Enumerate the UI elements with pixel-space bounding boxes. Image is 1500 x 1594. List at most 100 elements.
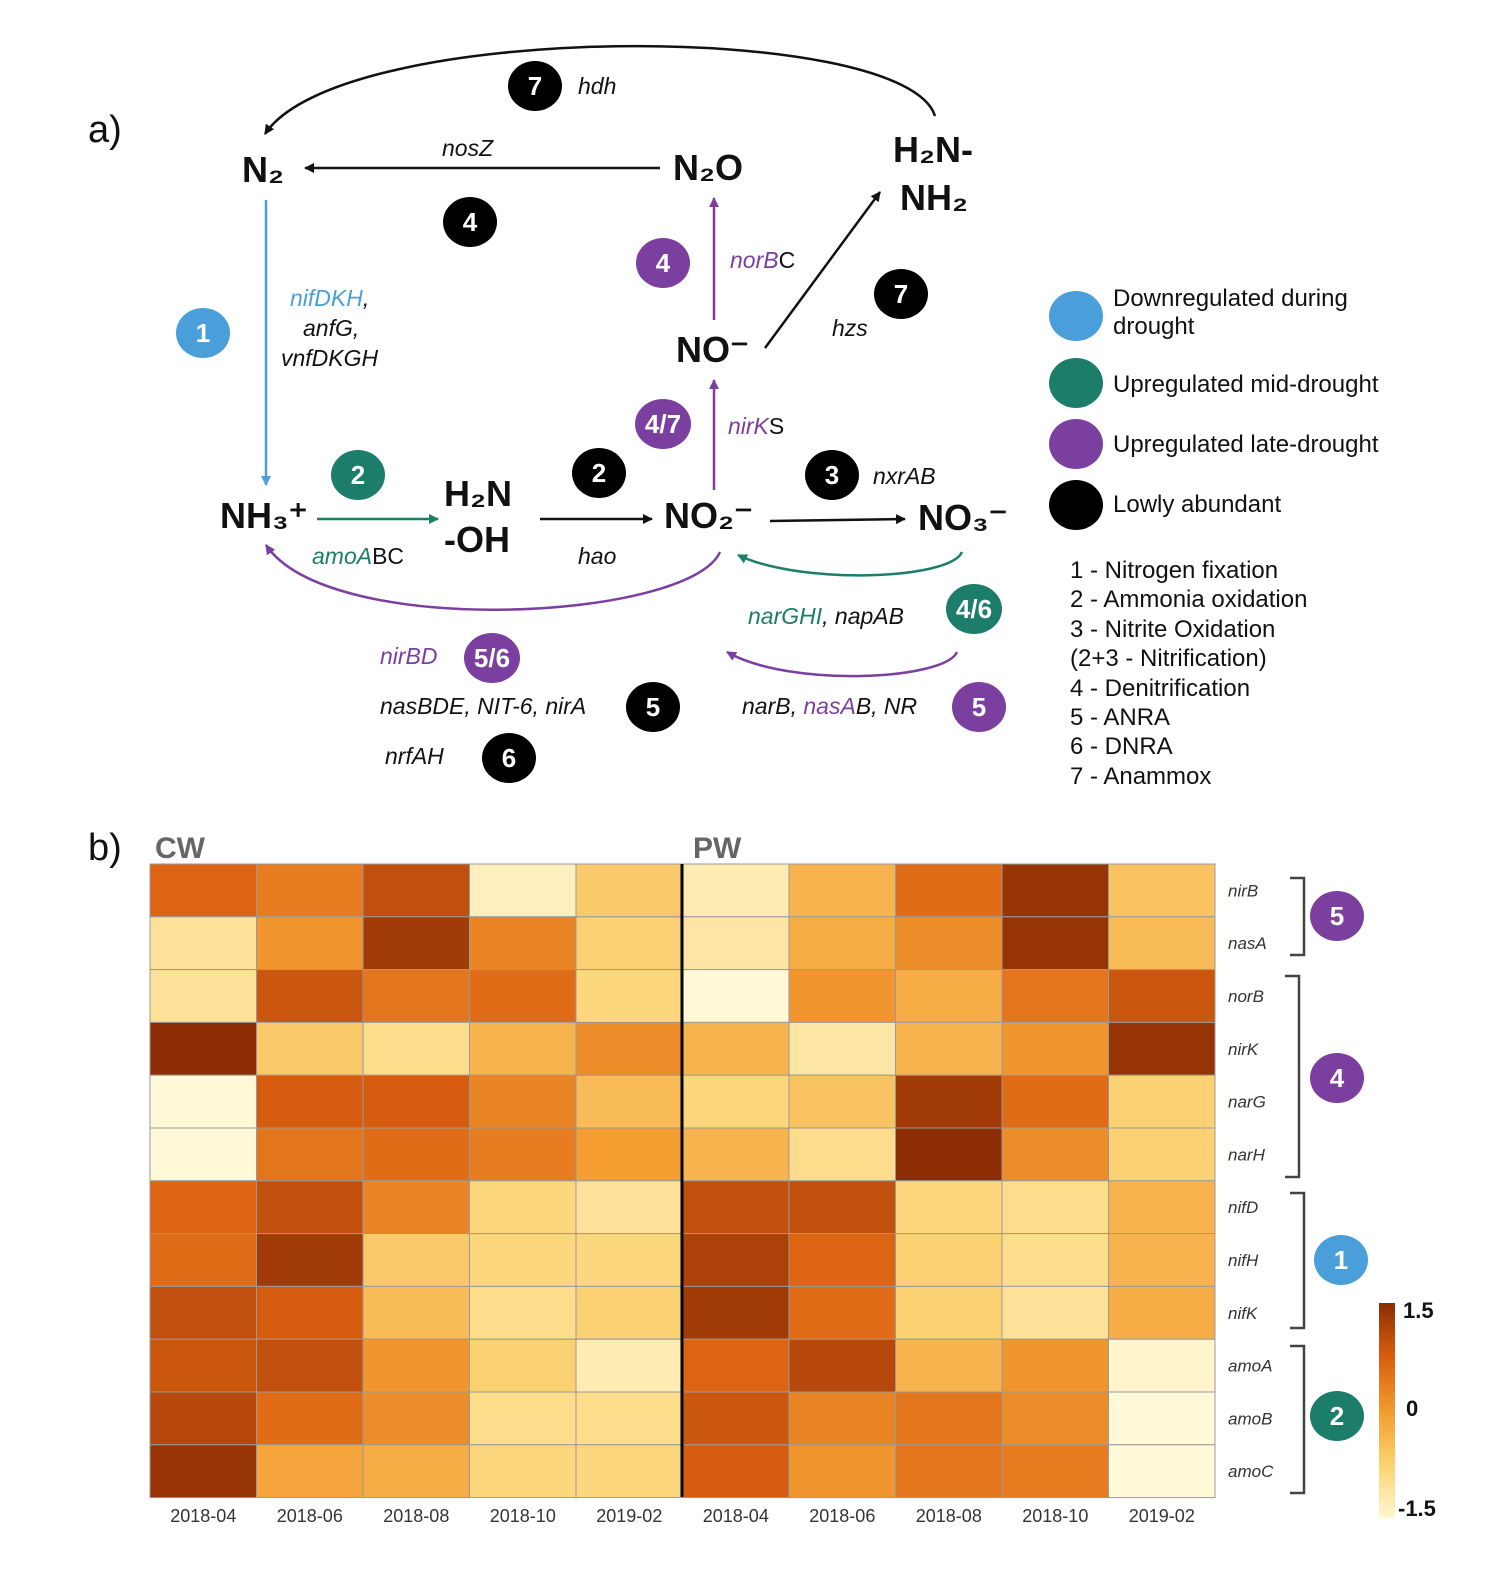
heatmap-cell-nirK-3 (362, 1021, 470, 1076)
heatmap-cell-amoA-5 (575, 1338, 683, 1393)
heatmap-cell-narH-3 (362, 1127, 470, 1182)
badge-4-n2o: 4 (443, 197, 497, 247)
heatmap-cell-amoA-4 (469, 1338, 577, 1393)
gene-narb-line: narB, nasAB, NR (742, 693, 917, 719)
compound-hydroxylamine-top: H₂N (444, 473, 512, 514)
column-labels: 2018-04 2018-06 2018-08 2018-10 2019-02 2018-… (170, 1506, 1195, 1526)
badge-row-1 (1314, 1235, 1368, 1285)
heatmap-cell-nifK-6 (682, 1285, 790, 1340)
gene-norbc: norBC (730, 247, 795, 273)
heatmap-cell-narG-1 (149, 1074, 257, 1129)
gene-amoabc: amoABC (312, 543, 404, 569)
panel-a-label: a) (88, 109, 122, 151)
heatmap-cell-norB-2 (256, 969, 364, 1023)
heatmap-cell-amoC-9 (1001, 1444, 1109, 1499)
heatmap-cell-nifD-4 (469, 1180, 577, 1235)
svg-text:1: 1 (196, 318, 210, 348)
column-label-9: 2018-10 (1022, 1506, 1088, 1526)
heatmap-cell-amoA-6 (682, 1338, 790, 1393)
svg-text:2: 2 (1330, 1401, 1344, 1431)
heatmap-cell-nasA-4 (469, 916, 577, 971)
heatmap-cell-norB-9 (1001, 969, 1109, 1023)
legend-swatch-low (1049, 480, 1103, 530)
pathway-1: 1 - Nitrogen fixation (1070, 557, 1278, 584)
badge-5-nas: 5 (626, 682, 680, 732)
heatmap-cell-nirB-5 (575, 863, 683, 918)
gene-nrfah: nrfAH (385, 743, 444, 769)
badge-5-6: 5/6 (464, 633, 520, 683)
heatmap-cell-norB-7 (788, 969, 896, 1023)
heatmap-cell-nirB-10 (1108, 863, 1216, 918)
row-label-nirK: nirK (1228, 1040, 1259, 1059)
heatmap-cell-amoC-3 (362, 1444, 470, 1499)
heatmap-cell-narG-9 (1001, 1074, 1109, 1129)
bracket-group-2: 2 (1290, 1344, 1364, 1495)
heatmap-cell-norB-8 (895, 969, 1003, 1023)
arrow-no3-to-no2-nar (737, 551, 964, 577)
heatmap-cell-nirK-8 (895, 1021, 1003, 1076)
heatmap-cell-nifD-10 (1108, 1180, 1216, 1235)
column-label-5: 2019-02 (596, 1506, 662, 1526)
heatmap-cell-narG-7 (788, 1074, 896, 1129)
heatmap-cell-nifH-8 (895, 1233, 1003, 1287)
gene-amoa-suffix: BC (372, 543, 404, 569)
svg-text:drought: drought (1113, 313, 1195, 340)
gene-nirks: nirKS (728, 413, 784, 439)
badge-7-top: 7 (508, 61, 562, 111)
arrow-hydrazine-to-n2 (263, 44, 937, 135)
compound-n2: N₂ (242, 149, 284, 190)
heatmap-cell-nirB-6 (682, 863, 790, 918)
legend-swatch-downregulated (1049, 291, 1103, 341)
row-label-amoB: amoB (1228, 1409, 1272, 1428)
row-label-amoA: amoA (1228, 1357, 1272, 1376)
compound-n2o: N₂O (673, 147, 743, 188)
heatmap-cell-norB-3 (362, 969, 470, 1023)
heatmap-cell-nasA-1 (149, 916, 257, 971)
heatmap-cell-nifH-1 (149, 1233, 257, 1287)
heatmap-cell-nirB-9 (1001, 863, 1109, 918)
heatmap-cell-nifH-2 (256, 1233, 364, 1287)
colorbar-min: -1.5 (1398, 1496, 1436, 1521)
heatmap-cell-amoA-8 (895, 1338, 1003, 1393)
compound-hydrazine-bottom: NH₂ (900, 177, 968, 218)
gene-nasa: nasA (803, 693, 855, 719)
arrow-no3-to-no2-narb (726, 650, 959, 678)
row-labels: nirB nasA norB nirK narG narH nifD nifH nifK amoA… (1228, 881, 1274, 1481)
heatmap-cell-nifD-9 (1001, 1180, 1109, 1235)
compound-hydroxylamine-bottom: -OH (444, 519, 510, 560)
gene-norb: norB (730, 247, 779, 273)
compound-no: NO⁻ (676, 329, 749, 370)
pathway-6: 6 - DNRA (1070, 733, 1173, 760)
svg-text:1: 1 (1334, 1245, 1348, 1275)
pathway-2: 2 - Ammonia oxidation (1070, 586, 1307, 613)
row-label-narG: narG (1228, 1093, 1266, 1112)
heatmap-cell-narH-7 (788, 1127, 896, 1182)
column-label-4: 2018-10 (490, 1506, 556, 1526)
badge-5-narb: 5 (952, 682, 1006, 732)
gene-napab: , napAB (822, 603, 904, 629)
column-label-2: 2018-06 (277, 1506, 343, 1526)
svg-text:4/7: 4/7 (645, 409, 681, 439)
heatmap-cell-nirB-2 (256, 863, 364, 918)
heatmap-cell-amoC-10 (1108, 1444, 1216, 1499)
heatmap-cell-amoC-7 (788, 1444, 896, 1499)
heatmap-cell-amoB-9 (1001, 1391, 1109, 1446)
heatmap-cell-amoC-4 (469, 1444, 577, 1499)
pathway-list: 1 - Nitrogen fixation 2 - Ammonia oxidat… (1070, 557, 1307, 790)
heatmap-cell-amoC-5 (575, 1444, 683, 1499)
heatmap-cell-amoA-1 (149, 1338, 257, 1393)
gene-nar-line: narGHI, napAB (748, 603, 904, 629)
heatmap-cell-nirB-1 (149, 863, 257, 918)
row-label-norB: norB (1228, 987, 1264, 1006)
heatmap-cell-nirK-6 (682, 1021, 790, 1076)
badge-row-4 (1310, 1053, 1364, 1103)
svg-text:Downregulated during: Downregulated during (1113, 285, 1348, 312)
heatmap-cell-narG-8 (895, 1074, 1003, 1129)
svg-text:6: 6 (502, 743, 516, 773)
heatmap-cell-nifK-7 (788, 1285, 896, 1340)
column-label-7: 2018-06 (809, 1506, 875, 1526)
heatmap-cell-narH-8 (895, 1127, 1003, 1182)
column-label-3: 2018-08 (383, 1506, 449, 1526)
heatmap-cell-nifK-9 (1001, 1285, 1109, 1340)
